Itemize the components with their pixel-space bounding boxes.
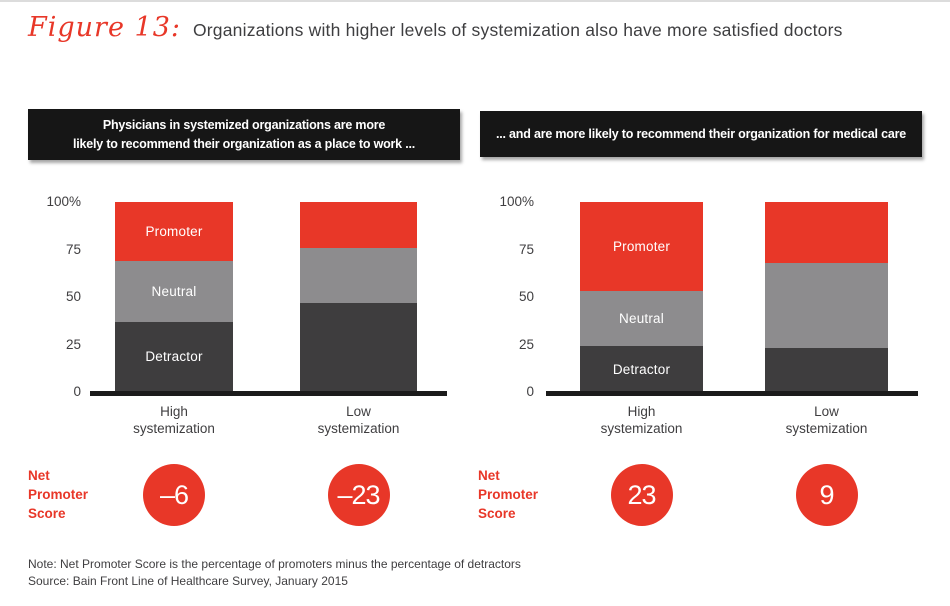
nps-score-circle: 23 (610, 464, 673, 526)
nps-score-circle: 9 (795, 464, 858, 526)
figure-title: Organizations with higher levels of syst… (192, 20, 843, 40)
figure-header: Figure 13: Organizations with higher lev… (28, 12, 843, 43)
y-axis-tick-label: 0 (526, 384, 534, 399)
category-label: High systemization (133, 404, 215, 436)
x-axis-line (546, 391, 918, 396)
series-label-detractor: Detractor (145, 349, 203, 365)
category-label: High systemization (600, 404, 683, 436)
bar-segment-promoter (765, 202, 888, 263)
y-axis-tick-label: 25 (518, 336, 534, 352)
y-axis-tick-label: 25 (65, 336, 81, 352)
y-axis-tick-label: 50 (518, 289, 534, 304)
footer-notes: Note: Net Promoter Score is the percenta… (28, 556, 521, 590)
bar-segment-detractor (765, 348, 888, 392)
category-label: Low systemization (785, 404, 868, 436)
top-divider-rule (0, 0, 950, 2)
y-axis-tick-label: 50 (65, 289, 81, 304)
series-label-neutral: Neutral (619, 311, 664, 327)
x-axis-line (90, 391, 447, 396)
left-chart-header-text: Physicians in systemized organizations a… (72, 117, 416, 151)
right-chart-header-text: ... and are more likely to recommend the… (495, 126, 907, 141)
net-promoter-score-label-right: Net Promoter Score (478, 468, 539, 521)
bar-segment-promoter (115, 202, 233, 261)
bar-segment-detractor (300, 302, 417, 392)
nps-score-circle: –6 (143, 464, 205, 526)
bar-segment-neutral (580, 291, 703, 347)
bar-segment-neutral (765, 262, 888, 349)
net-promoter-score-label-left: Net Promoter Score (28, 468, 89, 521)
y-axis-tick-label: 100% (499, 194, 534, 209)
bar-segment-neutral (115, 260, 233, 322)
figure-number-label: Figure 13: (28, 12, 181, 43)
y-axis-tick-label: 75 (518, 241, 534, 257)
y-axis-tick-label: 100% (46, 194, 81, 209)
series-label-detractor: Detractor (612, 361, 671, 377)
bar-segment-detractor (580, 346, 703, 392)
footer-source: Source: Bain Front Line of Healthcare Su… (28, 574, 348, 588)
footer-note: Note: Net Promoter Score is the percenta… (28, 557, 521, 571)
y-axis-tick-label: 0 (73, 384, 81, 399)
right-chart-header-box: ... and are more likely to recommend the… (480, 111, 922, 157)
bar-segment-neutral (300, 247, 417, 303)
series-label-neutral: Neutral (151, 283, 197, 299)
category-label: Low systemization (317, 404, 400, 436)
left-chart-header-box: Physicians in systemized organizations a… (28, 109, 460, 160)
bar-segment-detractor (115, 321, 233, 392)
bar-segment-promoter (300, 202, 417, 248)
bar-segment-promoter (580, 202, 703, 292)
series-label-promoter: Promoter (145, 223, 203, 239)
series-label-promoter: Promoter (612, 239, 671, 255)
y-axis-tick-label: 75 (65, 241, 81, 257)
nps-score-circle: –23 (327, 464, 390, 526)
